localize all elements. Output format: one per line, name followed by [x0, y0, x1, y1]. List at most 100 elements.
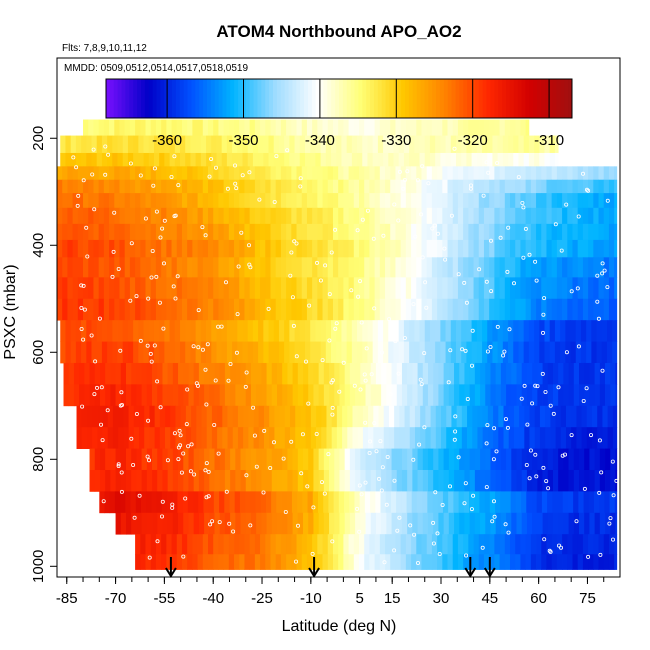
sample-point	[447, 484, 452, 489]
heatmap-cell	[131, 384, 137, 407]
heatmap-cell	[301, 298, 308, 321]
heatmap-cell	[280, 207, 287, 225]
heatmap-cell	[125, 491, 131, 514]
heatmap-cell	[364, 257, 370, 278]
heatmap-cell	[339, 362, 346, 385]
heatmap-cell	[329, 384, 335, 407]
heatmap-cell	[440, 135, 446, 154]
heatmap-cell	[556, 239, 563, 258]
heatmap-cell	[588, 277, 594, 300]
sample-point	[420, 164, 425, 169]
heatmap-cell	[411, 534, 417, 555]
heatmap-cell	[568, 448, 575, 471]
heatmap-cell	[572, 207, 579, 225]
heatmap-cell	[291, 179, 297, 194]
heatmap-cell	[390, 239, 396, 258]
heatmap-cell	[67, 207, 74, 225]
heatmap-cell	[103, 223, 110, 241]
heatmap-cell	[346, 135, 353, 154]
heatmap-cell	[457, 554, 464, 570]
heatmap-cell	[608, 554, 615, 570]
heatmap-cell	[489, 239, 495, 258]
sample-point	[469, 507, 474, 512]
sample-point	[502, 349, 507, 354]
sample-point	[223, 280, 228, 285]
heatmap-cell	[94, 469, 101, 492]
heatmap-cell	[547, 362, 554, 385]
sample-point	[179, 470, 184, 475]
heatmap-cell	[386, 469, 392, 492]
heatmap-cell	[544, 135, 551, 154]
heatmap-cell	[447, 277, 454, 300]
heatmap-cell	[467, 427, 473, 449]
heatmap-cell	[563, 384, 569, 407]
heatmap-cell	[437, 277, 443, 300]
heatmap-cell	[562, 277, 568, 300]
heatmap-cell	[412, 362, 418, 385]
heatmap-cell	[278, 152, 285, 167]
heatmap-cell	[250, 512, 257, 535]
sample-point	[203, 367, 208, 372]
heatmap-cell	[202, 119, 209, 136]
heatmap-cell	[185, 427, 192, 449]
heatmap-cell	[120, 512, 127, 535]
heatmap-cell	[197, 239, 204, 258]
heatmap-cell	[401, 491, 407, 514]
heatmap-cell	[280, 239, 287, 258]
heatmap-cell	[265, 119, 271, 136]
heatmap-cell	[562, 257, 568, 278]
sample-point	[149, 275, 154, 280]
heatmap-cell	[483, 534, 490, 555]
heatmap-cell	[612, 341, 618, 364]
heatmap-cell	[586, 341, 592, 364]
heatmap-cell	[474, 362, 481, 385]
heatmap-cell	[103, 119, 110, 136]
heatmap-cell	[598, 193, 605, 209]
heatmap-cell	[86, 341, 92, 364]
heatmap-cell	[93, 193, 100, 209]
heatmap-cell	[457, 166, 464, 181]
heatmap-cell	[155, 534, 162, 555]
sample-point	[118, 403, 123, 408]
heatmap-cell	[222, 405, 228, 428]
sample-point	[597, 490, 602, 495]
heatmap-cell	[442, 179, 448, 194]
heatmap-cell	[445, 320, 452, 342]
heatmap-cell	[286, 239, 292, 258]
heatmap-cell	[515, 166, 521, 181]
sample-point	[597, 438, 602, 443]
heatmap-cell	[468, 298, 474, 321]
sample-point	[491, 499, 496, 504]
colorbar-segment	[505, 79, 511, 118]
heatmap-cell	[316, 427, 322, 449]
sample-point	[563, 452, 568, 457]
heatmap-cell	[568, 469, 575, 492]
heatmap-cell	[582, 277, 589, 300]
sample-point	[85, 254, 90, 259]
heatmap-cell	[473, 179, 480, 194]
heatmap-cell	[338, 491, 345, 514]
heatmap-cell	[260, 207, 266, 225]
sample-point	[188, 469, 193, 474]
heatmap-cell	[438, 448, 445, 471]
heatmap-cell	[183, 384, 189, 407]
heatmap-cell	[157, 512, 163, 535]
heatmap-cell	[135, 207, 141, 225]
heatmap-cell	[329, 362, 335, 385]
heatmap-cell	[223, 179, 230, 194]
colorbar-segment	[525, 79, 530, 118]
sample-point	[540, 371, 545, 376]
heatmap-cell	[411, 554, 417, 570]
heatmap-cell	[588, 207, 594, 225]
sample-point	[480, 545, 485, 550]
heatmap-cell	[88, 277, 94, 300]
sample-point	[365, 208, 370, 213]
sample-point	[80, 404, 85, 409]
heatmap-cell	[532, 384, 538, 407]
heatmap-cell	[539, 152, 545, 167]
sample-point	[212, 422, 217, 427]
heatmap-cell	[213, 257, 219, 278]
heatmap-cell	[400, 193, 407, 209]
heatmap-cell	[332, 193, 339, 209]
heatmap-cell	[107, 320, 113, 342]
